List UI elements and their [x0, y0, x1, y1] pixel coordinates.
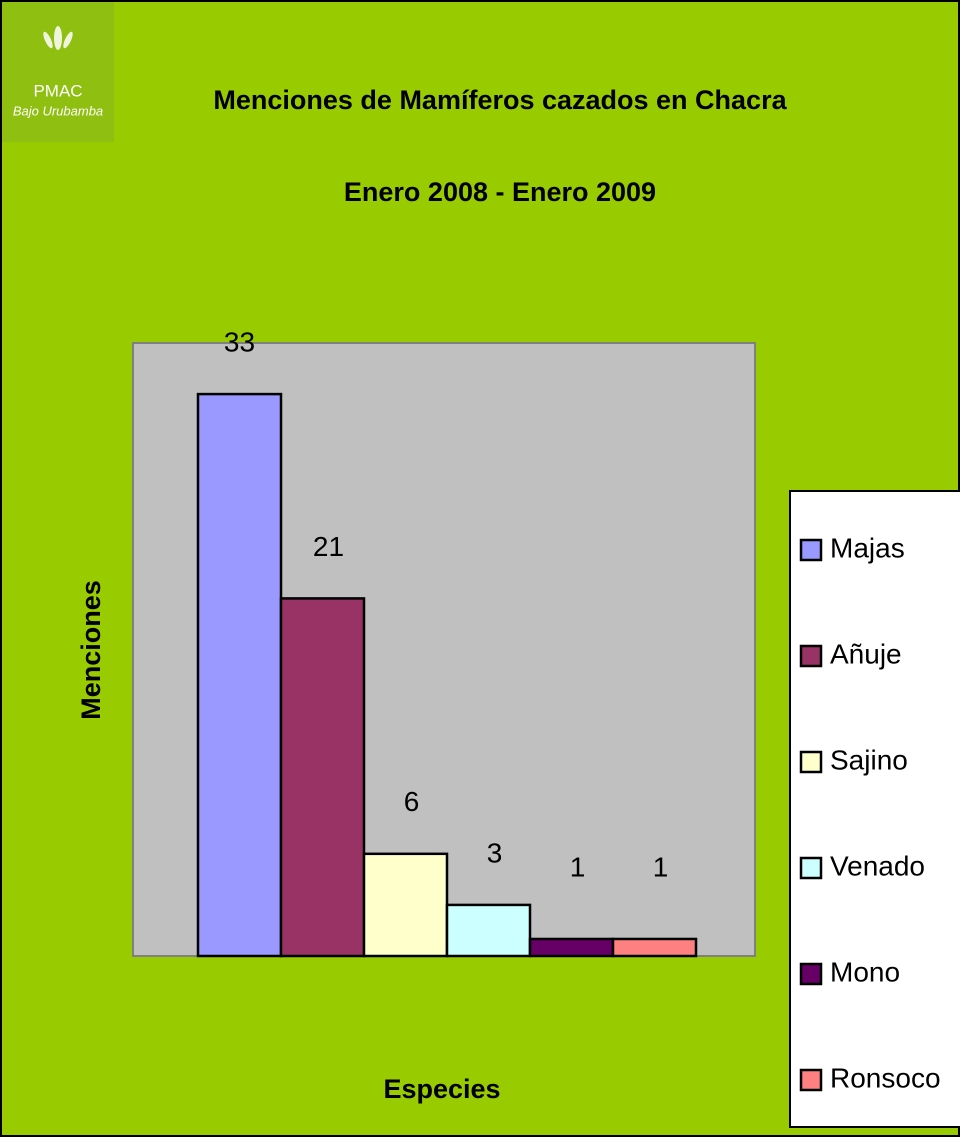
value-label: 1: [570, 851, 586, 882]
legend-label: Mono: [830, 956, 900, 987]
bar: [362, 852, 449, 958]
legend-label: Ronsoco: [830, 1062, 941, 1093]
bar: [445, 903, 532, 958]
legend-swatch: [799, 750, 823, 774]
x-axis-label: Especies: [383, 1074, 500, 1104]
chart-title: Menciones de Mamíferos cazados en Chacra: [213, 85, 787, 115]
legend-swatch: [799, 644, 823, 668]
value-label: 33: [224, 326, 255, 357]
y-axis-label: Menciones: [76, 580, 106, 720]
value-label: 3: [487, 837, 503, 868]
legend: [789, 490, 960, 1128]
value-label: 6: [404, 786, 420, 817]
bar: [279, 597, 366, 958]
legend-swatch: [799, 962, 823, 986]
logo-box: [2, 2, 114, 142]
bar: [196, 392, 283, 958]
legend-label: Majas: [830, 532, 905, 563]
value-label: 21: [313, 531, 344, 562]
legend-label: Añuje: [830, 638, 902, 669]
legend-swatch: [799, 856, 823, 880]
legend-label: Venado: [830, 850, 925, 881]
logo-icon: [43, 26, 73, 50]
legend-swatch: [799, 1068, 823, 1092]
legend-label: Sajino: [830, 744, 908, 775]
legend-swatch: [799, 538, 823, 562]
bar: [528, 937, 615, 958]
bar: [611, 937, 698, 958]
chart-subtitle: Enero 2008 - Enero 2009: [344, 177, 656, 207]
logo-name: PMAC: [33, 81, 82, 100]
value-label: 1: [653, 851, 669, 882]
logo-tagline: Bajo Urubamba: [13, 103, 103, 118]
